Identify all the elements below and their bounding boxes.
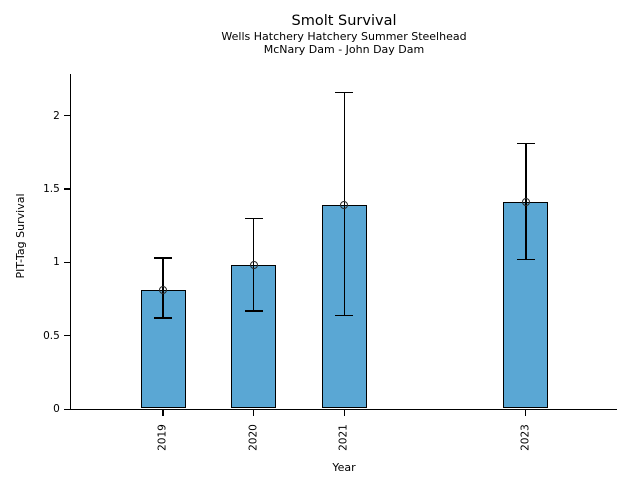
chart-title: Smolt Survival bbox=[291, 13, 397, 29]
y-tick-label: 0 bbox=[53, 403, 60, 415]
error-cap-bottom-2023 bbox=[516, 258, 535, 261]
error-cap-bottom-2021 bbox=[335, 314, 354, 317]
y-axis-label: PIT-Tag Survival bbox=[14, 193, 27, 279]
x-axis-spine bbox=[69, 408, 617, 410]
y-tick-mark bbox=[63, 115, 70, 117]
point-marker-2020 bbox=[249, 260, 258, 269]
error-cap-bottom-2020 bbox=[244, 310, 263, 312]
x-tick-label-2023: 2023 bbox=[519, 423, 532, 451]
x-tick-mark bbox=[162, 409, 164, 416]
y-tick-label: 2 bbox=[53, 109, 60, 122]
chart-subtitle-2: McNary Dam - John Day Dam bbox=[263, 43, 425, 56]
y-tick-label: 1 bbox=[53, 256, 60, 269]
y-tick-mark bbox=[63, 261, 70, 263]
y-tick-label: 0.5 bbox=[43, 329, 60, 342]
error-cap-top-2019 bbox=[154, 257, 172, 259]
x-tick-mark bbox=[343, 409, 345, 416]
error-cap-top-2023 bbox=[516, 142, 535, 145]
point-marker-2019 bbox=[159, 285, 167, 294]
y-tick-label: 1.5 bbox=[43, 182, 60, 195]
y-tick-mark bbox=[63, 188, 70, 190]
point-marker-2023 bbox=[521, 197, 530, 206]
error-cap-top-2020 bbox=[244, 217, 263, 220]
x-tick-label-2019: 2019 bbox=[156, 423, 169, 451]
x-tick-mark bbox=[525, 409, 527, 416]
y-tick-mark bbox=[63, 408, 70, 410]
error-cap-top-2021 bbox=[335, 91, 354, 94]
point-marker-2021 bbox=[340, 200, 349, 209]
x-tick-mark bbox=[253, 409, 255, 416]
x-tick-label-2021: 2021 bbox=[337, 423, 350, 451]
x-axis-label: Year bbox=[332, 461, 356, 474]
y-axis-spine bbox=[69, 74, 71, 409]
x-tick-label-2020: 2020 bbox=[247, 423, 260, 451]
error-cap-bottom-2019 bbox=[154, 317, 172, 319]
y-tick-mark bbox=[63, 335, 70, 337]
chart-subtitle-1: Wells Hatchery Hatchery Summer Steelhead bbox=[221, 30, 467, 43]
